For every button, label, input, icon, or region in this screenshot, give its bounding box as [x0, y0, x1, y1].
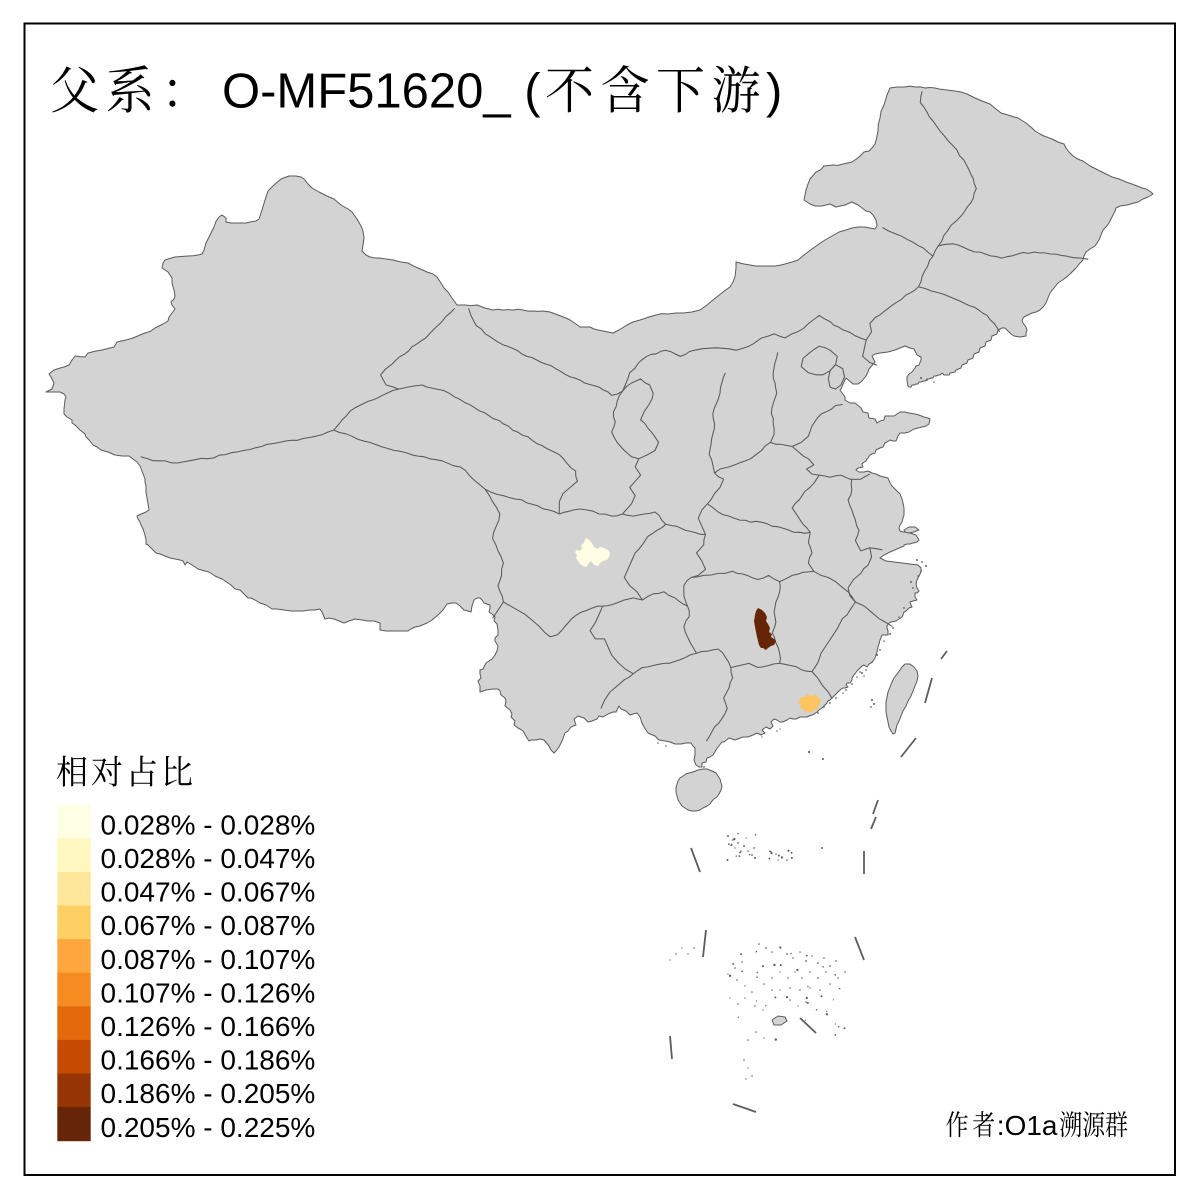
svg-text:O-MF51620_ (: O-MF51620_ (: [222, 65, 541, 119]
svg-text:0.047% - 0.067%: 0.047% - 0.067%: [101, 877, 316, 908]
svg-text:0.028% - 0.028%: 0.028% - 0.028%: [101, 809, 316, 840]
svg-text:0.126% - 0.166%: 0.126% - 0.166%: [101, 1011, 316, 1042]
svg-text:0.087% - 0.107%: 0.087% - 0.107%: [101, 944, 316, 975]
svg-text:): ): [766, 65, 782, 119]
svg-text:0.166% - 0.186%: 0.166% - 0.186%: [101, 1045, 316, 1076]
svg-text:0.028% - 0.047%: 0.028% - 0.047%: [101, 843, 316, 874]
svg-text:0.107% - 0.126%: 0.107% - 0.126%: [101, 977, 316, 1008]
svg-text::O1a: :O1a: [997, 1110, 1058, 1141]
svg-text:0.205% - 0.225%: 0.205% - 0.225%: [101, 1112, 316, 1143]
svg-text:0.186% - 0.205%: 0.186% - 0.205%: [101, 1078, 316, 1109]
svg-text:0.067% - 0.087%: 0.067% - 0.087%: [101, 910, 316, 941]
